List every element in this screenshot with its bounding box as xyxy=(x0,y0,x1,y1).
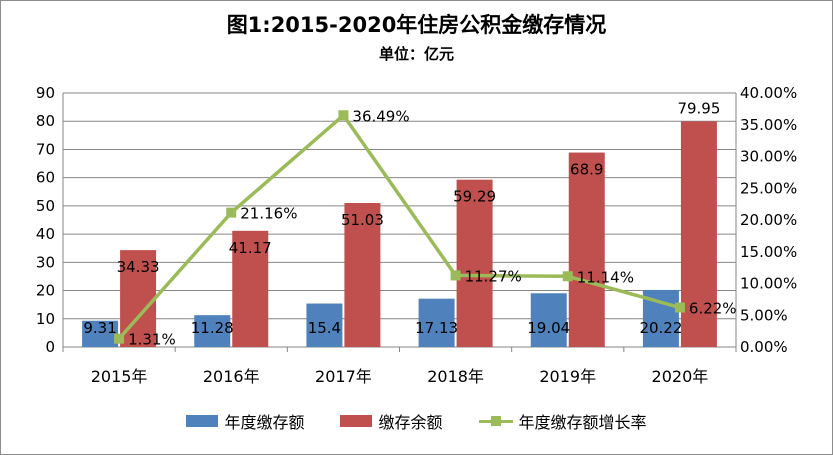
data-label-growth-rate: 36.49% xyxy=(352,107,409,125)
data-label-growth-rate: 11.14% xyxy=(577,268,634,286)
data-label-deposit-balance: 59.29 xyxy=(453,188,496,206)
y-left-tick-label: 0 xyxy=(45,338,55,356)
data-label-growth-rate: 11.27% xyxy=(465,267,522,285)
growth-rate-marker xyxy=(674,302,685,313)
bar-annual-deposit xyxy=(194,315,231,347)
y-left-tick-label: 10 xyxy=(36,310,55,328)
x-tick-label: 2016年 xyxy=(203,367,260,386)
bar-deposit-balance xyxy=(456,179,493,347)
y-left-tick-label: 60 xyxy=(36,169,55,187)
data-label-deposit-balance: 79.95 xyxy=(677,99,720,117)
legend-item-deposit-balance: 缴存余额 xyxy=(340,409,443,433)
growth-rate-marker xyxy=(450,270,461,281)
growth-rate-marker xyxy=(114,333,125,344)
x-tick-label: 2018年 xyxy=(427,367,484,386)
y-right-tick-label: 0.00% xyxy=(740,338,788,356)
data-label-annual-deposit: 20.22 xyxy=(639,319,682,337)
y-left-tick-label: 20 xyxy=(36,282,55,300)
y-right-tick-label: 35.00% xyxy=(740,116,797,134)
data-label-deposit-balance: 51.03 xyxy=(341,211,384,229)
legend-swatch-growth-rate xyxy=(478,415,513,427)
chart-title: 图1:2015-2020年住房公积金缴存情况 xyxy=(226,13,607,37)
data-label-deposit-balance: 41.17 xyxy=(229,239,272,257)
data-label-growth-rate: 1.31% xyxy=(128,331,176,349)
bar-annual-deposit xyxy=(418,298,455,347)
y-right-tick-label: 5.00% xyxy=(740,306,788,324)
x-tick-label: 2019年 xyxy=(539,367,596,386)
data-label-annual-deposit: 17.13 xyxy=(415,319,458,337)
legend-item-growth-rate: 年度缴存额增长率 xyxy=(478,409,647,433)
legend-item-annual-deposit: 年度缴存额 xyxy=(186,409,304,433)
x-tick-label: 2015年 xyxy=(91,367,148,386)
bar-deposit-balance xyxy=(568,152,605,347)
legend-swatch-annual-deposit xyxy=(186,415,219,427)
data-label-deposit-balance: 68.9 xyxy=(570,161,603,179)
data-label-annual-deposit: 9.31 xyxy=(83,319,116,337)
data-label-growth-rate: 21.16% xyxy=(240,205,297,223)
data-label-growth-rate: 6.22% xyxy=(689,300,737,318)
growth-rate-marker xyxy=(226,207,237,218)
legend-label-growth-rate: 年度缴存额增长率 xyxy=(518,413,647,432)
data-label-annual-deposit: 15.4 xyxy=(308,319,341,337)
data-label-deposit-balance: 34.33 xyxy=(117,258,160,276)
legend-swatch-deposit-balance xyxy=(340,415,373,427)
legend-label-deposit-balance: 缴存余额 xyxy=(378,413,443,432)
y-left-tick-label: 80 xyxy=(36,112,55,130)
y-left-tick-label: 50 xyxy=(36,197,55,215)
x-tick-label: 2020年 xyxy=(652,367,709,386)
y-left-tick-label: 70 xyxy=(36,140,55,158)
data-label-annual-deposit: 11.28 xyxy=(191,319,234,337)
bar-deposit-balance xyxy=(680,121,717,347)
bar-annual-deposit xyxy=(306,303,343,347)
bar-deposit-balance xyxy=(232,230,269,347)
bar-annual-deposit xyxy=(530,293,567,347)
y-left-tick-label: 90 xyxy=(36,84,55,102)
growth-rate-line xyxy=(117,113,681,340)
growth-rate-marker xyxy=(562,271,573,282)
y-right-tick-label: 30.00% xyxy=(740,148,797,166)
growth-rate-marker xyxy=(338,110,349,121)
y-left-tick-label: 40 xyxy=(36,225,55,243)
y-right-tick-label: 25.00% xyxy=(740,179,797,197)
y-right-tick-label: 40.00% xyxy=(740,84,797,102)
legend: 年度缴存额 缴存余额 年度缴存额增长率 xyxy=(1,409,832,433)
bar-annual-deposit xyxy=(82,320,119,347)
y-left-tick-label: 30 xyxy=(36,253,55,271)
x-tick-label: 2017年 xyxy=(315,367,372,386)
y-right-tick-label: 10.00% xyxy=(740,275,797,293)
data-label-annual-deposit: 19.04 xyxy=(527,319,570,337)
bar-deposit-balance xyxy=(344,202,381,347)
chart-subtitle: 单位：亿元 xyxy=(378,45,454,63)
y-right-tick-label: 15.00% xyxy=(740,243,797,261)
legend-label-annual-deposit: 年度缴存额 xyxy=(224,413,305,432)
y-right-tick-label: 20.00% xyxy=(740,211,797,229)
